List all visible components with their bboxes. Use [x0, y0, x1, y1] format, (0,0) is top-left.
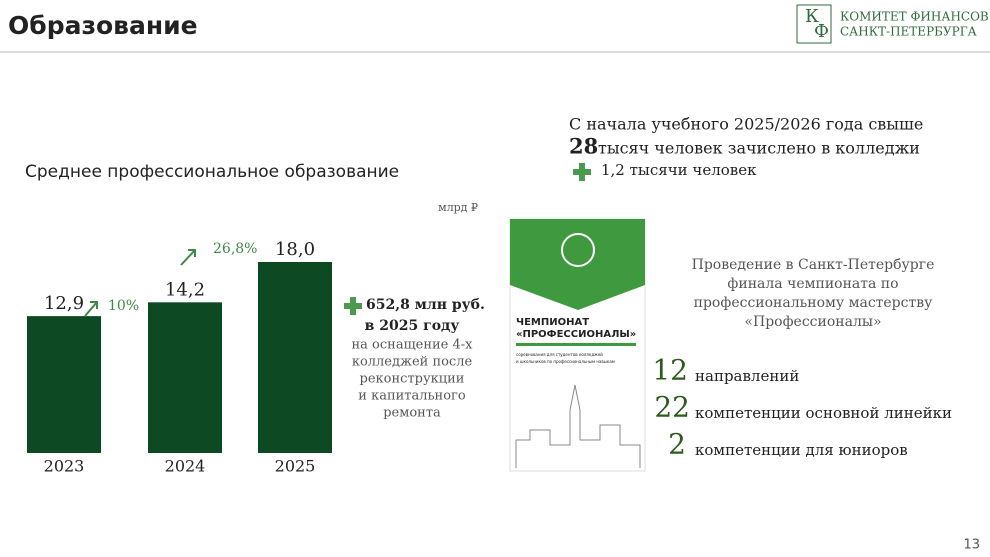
growth-label: 10% — [108, 298, 139, 314]
unit-label: млрд ₽ — [438, 201, 478, 214]
growth-label: 26,8% — [213, 241, 257, 257]
growth-arrow — [180, 249, 196, 266]
value-label: 12,9 — [44, 293, 84, 314]
x-tick-label: 2024 — [165, 457, 206, 476]
investment-line: на оснащение 4-х — [352, 338, 474, 353]
enrollment-text: тысяч человек зачислено в колледжи — [598, 139, 920, 158]
investment-amount: 652,8 млн руб. — [366, 297, 485, 313]
poster: ЧЕМПИОНАТ «ПРОФЕССИОНАЛЫ» соревнования д… — [509, 218, 646, 472]
plus-icon — [573, 163, 591, 181]
poster-bar — [516, 343, 636, 346]
bar — [258, 262, 332, 453]
investment-line: реконструкции — [360, 372, 465, 387]
value-label: 14,2 — [165, 279, 205, 300]
enrollment-increase: 1,2 тысячи человек — [601, 161, 757, 179]
investment-year: в 2025 году — [365, 318, 460, 334]
plus-icon — [344, 297, 362, 315]
poster-small: соревнования для студентов колледжей — [516, 352, 603, 357]
poster-header — [510, 219, 645, 310]
bar — [27, 316, 101, 453]
championship: Проведение в Санкт-Петербурге финала чемп… — [652, 257, 952, 461]
stat-number: 22 — [654, 391, 690, 424]
enrollment-text: С начала учебного 2025/2026 года свыше — [569, 115, 923, 134]
chart-title: Среднее профессиональное образование — [25, 162, 399, 182]
logo-text: КОМИТЕТ ФИНАНСОВ — [840, 10, 989, 24]
investment-line: и капитального — [358, 389, 466, 404]
poster-skyline — [515, 384, 641, 468]
investment-text: на оснащение 4-х колледжей после реконстру… — [352, 338, 474, 421]
bar-chart: 12,9 2023 14,2 2024 18,0 2025 — [27, 239, 332, 476]
logo-letter: Ф — [814, 21, 829, 42]
enrollment-number: 28 — [569, 134, 598, 159]
stat-label: компетенции основной линейки — [695, 404, 952, 422]
championship-line: «Профессионалы» — [744, 314, 881, 330]
bar — [148, 302, 222, 453]
championship-line: профессиональному мастерству — [694, 295, 933, 311]
stat-number: 12 — [652, 354, 688, 387]
page-number: 13 — [963, 538, 980, 553]
logo-letter: К — [805, 6, 819, 27]
investment-line: колледжей после — [352, 355, 473, 370]
x-tick-label: 2025 — [275, 457, 316, 476]
poster-title: «ПРОФЕССИОНАЛЫ» — [516, 329, 636, 340]
x-tick-label: 2023 — [44, 457, 85, 476]
poster-title: ЧЕМПИОНАТ — [516, 317, 589, 328]
logo-text: САНКТ-ПЕТЕРБУРГА — [840, 25, 977, 39]
growth-arrow — [84, 301, 98, 317]
logo-box — [796, 4, 832, 44]
slide-title: Образование — [8, 11, 198, 40]
stat-label: компетенции для юниоров — [695, 441, 908, 459]
poster-small: и школьников по профессиональным навыкам — [516, 359, 615, 364]
stat-label: направлений — [695, 367, 799, 385]
poster-logo — [561, 233, 595, 267]
championship-line: финала чемпионата по — [727, 276, 898, 292]
stat-number: 2 — [668, 428, 686, 461]
investment-line: ремонта — [383, 406, 441, 421]
value-label: 18,0 — [275, 239, 315, 260]
championship-line: Проведение в Санкт-Петербурге — [692, 257, 935, 273]
